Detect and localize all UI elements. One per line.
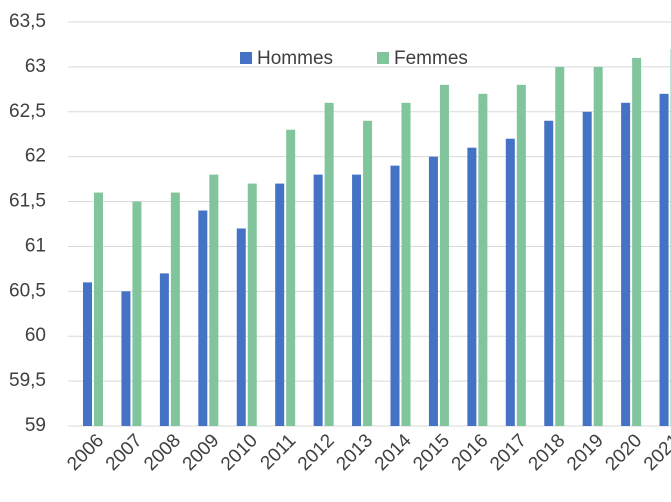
- bar: [83, 282, 92, 426]
- bar: [544, 120, 554, 426]
- bar: [478, 93, 488, 427]
- bar: [198, 210, 208, 426]
- x-tick-label: 2006: [63, 430, 108, 475]
- bar: [505, 138, 515, 426]
- bar: [428, 156, 438, 426]
- y-tick-label: 61,5: [9, 191, 46, 212]
- bar: [401, 102, 411, 427]
- bar: [159, 273, 169, 426]
- x-tick-label: 2012: [294, 430, 339, 475]
- bar: [236, 228, 246, 426]
- bar: [467, 147, 477, 426]
- bar: [659, 93, 669, 427]
- bar: [247, 183, 257, 426]
- bar: [621, 102, 631, 427]
- bar: [516, 84, 526, 426]
- bar: [275, 183, 285, 426]
- x-tick-label: 2021: [640, 430, 671, 475]
- bar: [132, 201, 142, 426]
- legend-label: Femmes: [394, 48, 468, 69]
- legend-swatch: [377, 52, 389, 64]
- bar: [170, 192, 180, 426]
- y-tick-label: 60,5: [9, 280, 46, 301]
- y-tick-label: 62,5: [9, 101, 46, 122]
- y-tick-label: 63: [25, 56, 46, 77]
- x-tick-label: 2007: [102, 430, 147, 475]
- bar: [363, 120, 373, 426]
- x-tick-label: 2018: [525, 430, 570, 475]
- x-tick-label: 2020: [601, 430, 646, 475]
- bar: [324, 102, 334, 427]
- bar: [286, 129, 296, 426]
- x-tick-label: 2009: [179, 430, 224, 475]
- bar: [94, 192, 103, 426]
- bar: [313, 174, 323, 426]
- y-tick-label: 62: [25, 146, 46, 167]
- y-tick-label: 63,5: [9, 11, 46, 32]
- bar: [390, 165, 400, 426]
- legend-swatch: [240, 52, 252, 64]
- y-tick-label: 60: [25, 325, 46, 346]
- y-tick-label: 61: [25, 235, 46, 256]
- x-tick-label: 2014: [371, 430, 416, 475]
- bar: [209, 174, 219, 426]
- bar: [593, 66, 603, 426]
- legend-label: Hommes: [257, 48, 333, 69]
- x-tick-label: 2019: [563, 430, 608, 475]
- x-tick-label: 2013: [332, 430, 377, 475]
- y-tick-label: 59,5: [9, 370, 46, 391]
- bar: [582, 111, 592, 427]
- bar: [352, 174, 362, 426]
- bar: [121, 291, 131, 426]
- x-tick-label: 2017: [486, 430, 531, 475]
- y-tick-label: 59: [25, 415, 46, 436]
- x-tick-label: 2008: [140, 430, 185, 475]
- x-tick-label: 2010: [217, 430, 262, 475]
- bar: [632, 57, 642, 427]
- x-tick-label: 2015: [409, 430, 454, 475]
- x-tick-label: 2011: [257, 430, 301, 474]
- bar: [439, 84, 449, 426]
- x-tick-label: 2016: [448, 430, 493, 475]
- bar: [555, 66, 565, 426]
